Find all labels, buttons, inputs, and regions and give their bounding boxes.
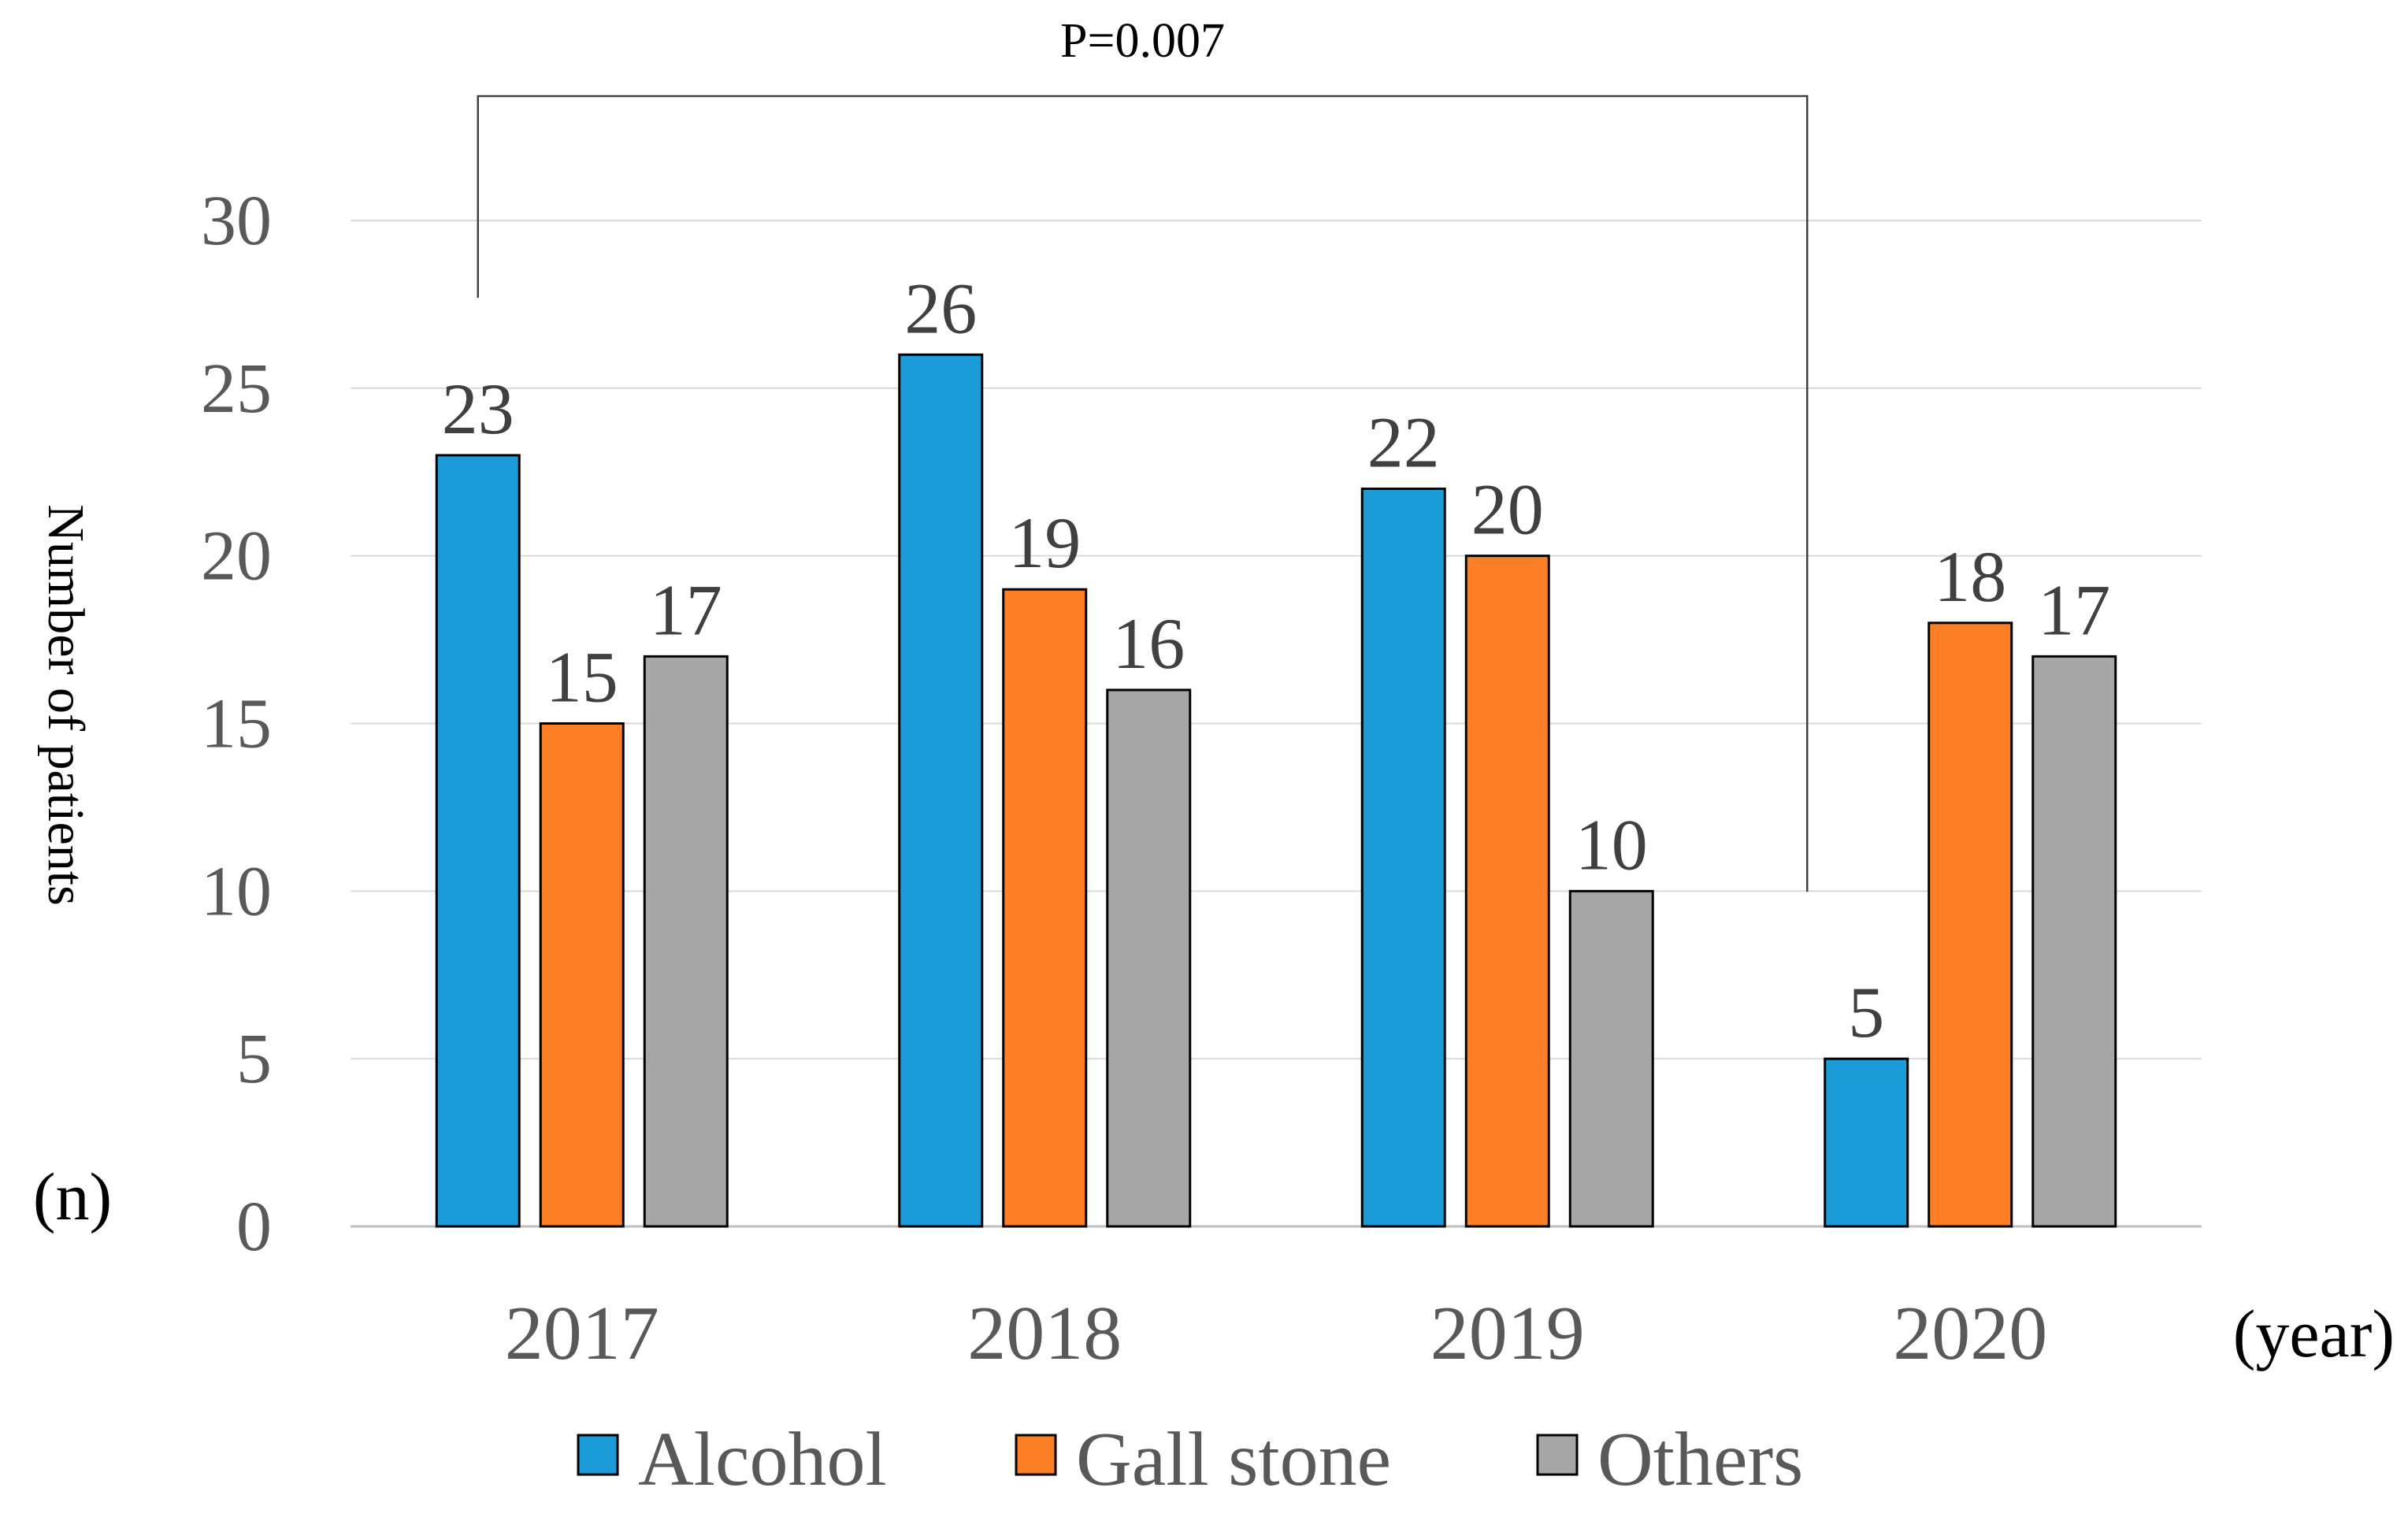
bar-alcohol-2019 bbox=[1360, 488, 1446, 1228]
data-labels: 23 26 22 5 15 19 20 18 17 16 10 17 bbox=[442, 268, 2111, 1052]
data-label: 26 bbox=[904, 268, 977, 348]
bar-others-2017 bbox=[643, 655, 729, 1228]
y-tick-label: 0 bbox=[236, 1188, 272, 1266]
x-tick-label: 2018 bbox=[967, 1291, 1122, 1376]
significance-bracket: P=0.007 bbox=[477, 14, 1809, 892]
x-tick-label: 2017 bbox=[505, 1291, 659, 1376]
data-label: 5 bbox=[1848, 972, 1884, 1052]
bar-alcohol-2020 bbox=[1824, 1057, 1909, 1228]
data-label: 15 bbox=[546, 637, 618, 718]
data-label: 20 bbox=[1471, 469, 1544, 550]
y-tick-label: 15 bbox=[201, 685, 272, 763]
bar-others-2018 bbox=[1106, 688, 1192, 1228]
data-label: 17 bbox=[2038, 569, 2110, 650]
bar-alcohol-2018 bbox=[898, 353, 984, 1228]
y-tick-label: 20 bbox=[201, 518, 272, 595]
y-axis-title: Number of patients bbox=[37, 504, 95, 906]
data-label: 23 bbox=[442, 369, 514, 449]
bar-alcohol-2017 bbox=[435, 454, 521, 1228]
data-label: 17 bbox=[650, 569, 722, 650]
y-tick-label: 30 bbox=[201, 182, 272, 260]
bar-gall-stone-2017 bbox=[539, 722, 625, 1228]
data-label: 22 bbox=[1367, 403, 1440, 483]
legend-label: Others bbox=[1597, 1417, 1803, 1502]
x-tick-label: 2020 bbox=[1893, 1291, 2047, 1376]
y-tick-label: 5 bbox=[236, 1020, 272, 1098]
legend-swatch-others bbox=[1536, 1434, 1579, 1476]
y-tick-label: 10 bbox=[201, 852, 272, 930]
x-unit-label: (year) bbox=[2233, 1296, 2395, 1371]
data-label: 10 bbox=[1575, 804, 1648, 885]
gridlines bbox=[351, 220, 2202, 1228]
p-value-label: P=0.007 bbox=[1060, 14, 1225, 68]
legend: Alcohol Gall stone Others bbox=[577, 1417, 1803, 1502]
bar-gall-stone-2019 bbox=[1464, 555, 1550, 1228]
bars bbox=[435, 353, 2117, 1228]
bar-others-2020 bbox=[2031, 655, 2117, 1228]
bar-others-2019 bbox=[1568, 889, 1654, 1228]
data-label: 16 bbox=[1112, 603, 1185, 684]
bar-gall-stone-2018 bbox=[1002, 588, 1088, 1228]
legend-label: Alcohol bbox=[638, 1417, 887, 1502]
y-tick-label: 25 bbox=[201, 350, 272, 428]
legend-swatch-gall-stone bbox=[1015, 1434, 1057, 1476]
legend-label: Gall stone bbox=[1076, 1417, 1391, 1502]
legend-swatch-alcohol bbox=[577, 1434, 619, 1476]
y-unit-label: (n) bbox=[33, 1159, 112, 1234]
bar-gall-stone-2020 bbox=[1928, 621, 2013, 1228]
x-tick-label: 2019 bbox=[1430, 1291, 1585, 1376]
data-label: 19 bbox=[1008, 503, 1081, 583]
data-label: 18 bbox=[1934, 536, 2006, 617]
p-value-bracket bbox=[477, 95, 1809, 892]
